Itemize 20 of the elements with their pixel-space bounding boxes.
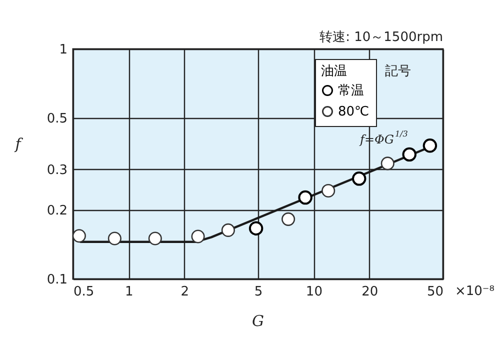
- x-tick-label: 1: [125, 284, 134, 300]
- x-tick-label: 10: [306, 284, 322, 300]
- text: ×10⁻⁸: [455, 284, 495, 299]
- x-tick-label: 0.5: [74, 284, 94, 300]
- annotation: 記号: [385, 64, 411, 79]
- y-tick-label: 0.3: [46, 162, 68, 178]
- x-tick-label: 2: [180, 284, 190, 300]
- x-tick-label: 20: [362, 284, 378, 300]
- x-tick-label: 50: [426, 284, 444, 300]
- legend-title: 油温: [321, 64, 347, 79]
- legend-label: 80℃: [338, 104, 370, 120]
- y-tick-label: 1: [59, 42, 68, 58]
- legend-label: 常温: [338, 84, 364, 98]
- text: 转速: 10～1500rpm: [320, 30, 443, 45]
- y-tick-label: 0.1: [46, 272, 68, 288]
- x-tick-label: 5: [254, 284, 263, 300]
- y-axis-title: f: [14, 135, 24, 153]
- y-tick-label: 0.5: [46, 112, 68, 127]
- x-axis-title: G: [252, 312, 264, 330]
- y-tick-label: 0.2: [46, 203, 68, 218]
